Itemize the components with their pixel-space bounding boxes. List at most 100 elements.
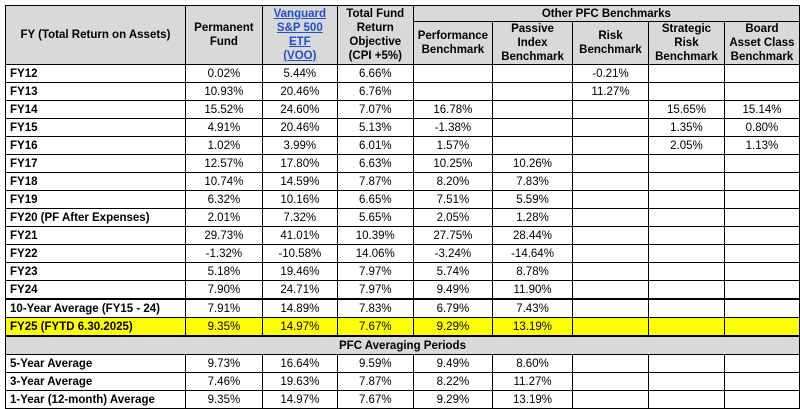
risk-value [572, 244, 649, 263]
board-asset-value: 15.14% [723, 100, 800, 119]
vanguard-value: 19.46% [261, 262, 338, 281]
vanguard-value: 20.46% [261, 82, 338, 101]
risk-value [572, 118, 649, 137]
objective-value: 7.97% [336, 280, 414, 300]
passive-index-value: 8.60% [492, 354, 573, 373]
header-total-fund-objective: Total Fund Return Objective (CPI +5%) [336, 5, 414, 65]
vanguard-value: 5.44% [261, 64, 338, 83]
permanent-fund-value: 15.52% [184, 100, 263, 119]
objective-value: 7.83% [336, 298, 414, 318]
board-asset-value [723, 244, 800, 263]
row-label: FY15 [5, 118, 186, 137]
performance-value: 10.25% [412, 154, 494, 173]
objective-value: 10.39% [336, 226, 414, 245]
row-label: FY19 [5, 190, 186, 209]
vanguard-link[interactable]: Vanguard S&P 500 ETF (VOO) [274, 8, 326, 62]
performance-value: 9.29% [412, 390, 494, 409]
strategic-risk-value [647, 244, 725, 263]
passive-index-value: 7.83% [492, 172, 573, 191]
passive-index-value: 28.44% [492, 226, 573, 245]
permanent-fund-value: 10.74% [184, 172, 263, 191]
strategic-risk-value: 2.05% [647, 136, 725, 155]
objective-value: 6.76% [336, 82, 414, 101]
board-asset-value [723, 354, 800, 373]
averaging-section-row: PFC Averaging Periods [5, 335, 800, 355]
board-asset-value [723, 372, 800, 391]
vanguard-value: 17.80% [261, 154, 338, 173]
strategic-risk-value [647, 226, 725, 245]
average-row: 5-Year Average 9.73% 16.64% 9.59% 9.49% 8.60% [5, 354, 800, 373]
row-label: FY14 [5, 100, 186, 119]
objective-value: 6.01% [336, 136, 414, 155]
performance-value [412, 64, 494, 83]
vanguard-value: 24.71% [261, 280, 338, 300]
permanent-fund-value: 7.46% [184, 372, 263, 391]
passive-index-value: 13.19% [492, 317, 573, 337]
returns-table-container: FY (Total Return on Assets) Permanent Fu… [5, 5, 800, 409]
permanent-fund-value: 6.32% [184, 190, 263, 209]
passive-index-value: 11.90% [492, 280, 573, 300]
board-asset-value [723, 317, 800, 337]
row-label: 3-Year Average [5, 372, 186, 391]
ten-year-average-row: 10-Year Average (FY15 - 24) 7.91% 14.89% 7.… [5, 298, 800, 318]
vanguard-value: 7.32% [261, 208, 338, 227]
table-row: FY18 10.74% 14.59% 7.87% 8.20% 7.83% [5, 172, 800, 191]
row-label: FY16 [5, 136, 186, 155]
passive-index-value: 8.78% [492, 262, 573, 281]
header-board-asset: Board Asset Class Benchmark [723, 21, 800, 65]
risk-value [572, 317, 649, 337]
table-body: FY (Total Return on Assets) Permanent Fu… [5, 5, 800, 409]
objective-value: 7.87% [336, 172, 414, 191]
board-asset-value [723, 208, 800, 227]
board-asset-value [723, 172, 800, 191]
passive-index-value: 11.27% [492, 372, 573, 391]
row-label: FY13 [5, 82, 186, 101]
board-asset-value [723, 298, 800, 318]
board-asset-value [723, 280, 800, 300]
permanent-fund-value: 1.02% [184, 136, 263, 155]
risk-value [572, 226, 649, 245]
risk-value [572, 172, 649, 191]
objective-value: 7.97% [336, 262, 414, 281]
permanent-fund-value: 2.01% [184, 208, 263, 227]
row-label: 10-Year Average (FY15 - 24) [5, 298, 186, 318]
table-row: FY13 10.93% 20.46% 6.76% 11.27% [5, 82, 800, 101]
header-passive-index: Passive Index Benchmark [492, 21, 573, 65]
passive-index-value: 1.28% [492, 208, 573, 227]
permanent-fund-value: -1.32% [184, 244, 263, 263]
strategic-risk-value [647, 390, 725, 409]
objective-value: 6.66% [336, 64, 414, 83]
header-permanent-fund: Permanent Fund [184, 5, 263, 65]
objective-value: 7.87% [336, 372, 414, 391]
table-row: FY20 (PF After Expenses) 2.01% 7.32% 5.65% 2… [5, 208, 800, 227]
passive-index-value [492, 118, 573, 137]
performance-value: 9.29% [412, 317, 494, 337]
performance-value: 8.22% [412, 372, 494, 391]
permanent-fund-value: 0.02% [184, 64, 263, 83]
vanguard-value: 14.89% [261, 298, 338, 318]
objective-value: 7.07% [336, 100, 414, 119]
passive-index-value: 10.26% [492, 154, 573, 173]
risk-value [572, 280, 649, 300]
objective-value: 6.63% [336, 154, 414, 173]
objective-value: 14.06% [336, 244, 414, 263]
passive-index-value: 13.19% [492, 390, 573, 409]
permanent-fund-value: 4.91% [184, 118, 263, 137]
header-performance: Performance Benchmark [412, 21, 494, 65]
performance-value [412, 82, 494, 101]
performance-value: 9.49% [412, 280, 494, 300]
vanguard-value: 41.01% [261, 226, 338, 245]
header-vanguard: Vanguard S&P 500 ETF (VOO) [261, 5, 338, 65]
risk-value: 11.27% [572, 82, 649, 101]
row-label: FY21 [5, 226, 186, 245]
board-asset-value [723, 390, 800, 409]
row-label: FY24 [5, 280, 186, 300]
risk-value: -0.21% [572, 64, 649, 83]
objective-value: 6.65% [336, 190, 414, 209]
vanguard-value: 14.97% [261, 317, 338, 337]
strategic-risk-value [647, 298, 725, 318]
strategic-risk-value [647, 372, 725, 391]
risk-value [572, 372, 649, 391]
vanguard-value: 16.64% [261, 354, 338, 373]
header-row-top: FY (Total Return on Assets) Permanent Fu… [5, 5, 800, 65]
